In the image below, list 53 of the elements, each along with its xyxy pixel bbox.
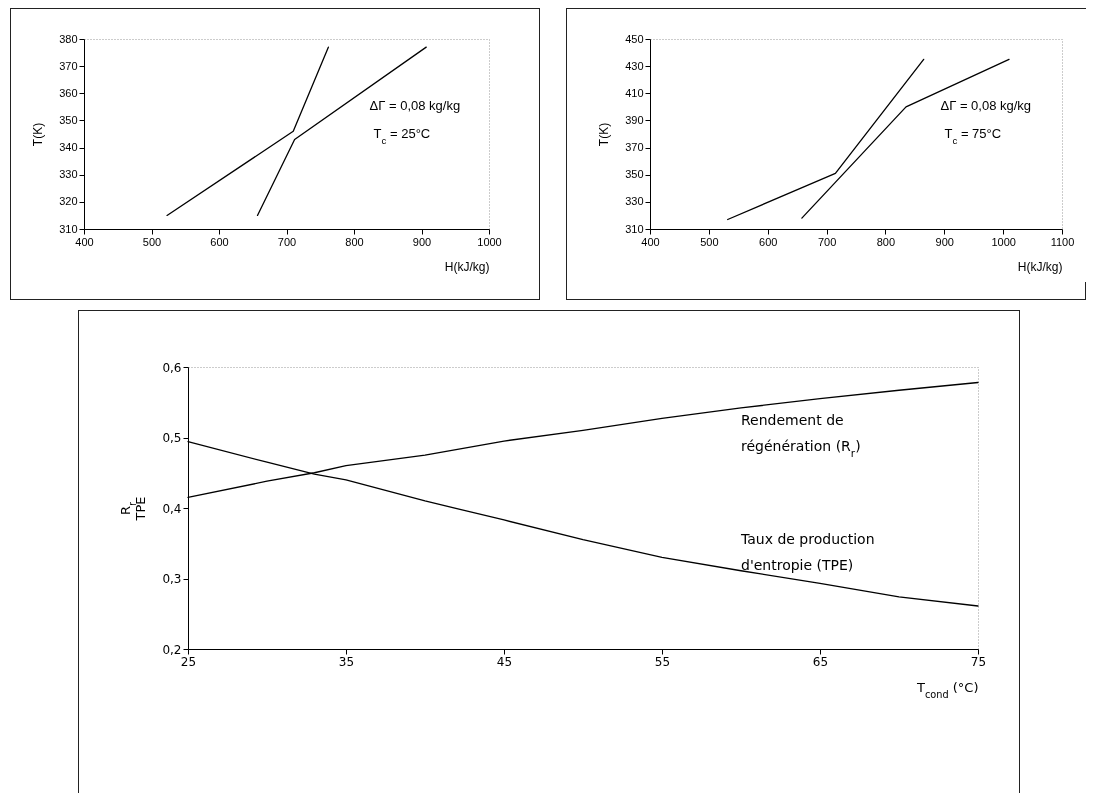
annotation: ΔΓ = 0,08 kg/kg [369, 97, 461, 113]
y-tick-label: 0,2 [162, 642, 182, 657]
y-tick-label: 320 [59, 195, 78, 208]
y-tick-label: 390 [625, 113, 644, 126]
x-tick-label: 900 [412, 235, 432, 248]
y-tick-label: 0,5 [162, 431, 182, 445]
y-tick-label: 350 [59, 113, 78, 126]
series-label: Taux de production d'entropie (TPE) [740, 530, 875, 573]
y-tick-label: 370 [59, 59, 78, 72]
y-tick-label: 330 [59, 168, 78, 181]
x-tick-label: 800 [345, 235, 364, 248]
x-tick-label: 55 [654, 654, 671, 669]
y-tick-label: 350 [625, 168, 644, 181]
y-tick-label: 0,6 [162, 360, 182, 375]
x-tick-label: 500 [700, 235, 719, 248]
x-axis-title: H(kJ/kg) [1017, 259, 1063, 274]
x-axis-title: T$_{cond}$ (°C) [915, 679, 979, 699]
y-tick-label: 310 [59, 222, 78, 235]
x-tick-label: 45 [496, 654, 513, 669]
y-axis-title: T(K) [31, 122, 46, 147]
x-tick-label: 800 [876, 235, 896, 248]
x-tick-label: 25 [180, 654, 197, 669]
x-tick-label: 1000 [991, 235, 1016, 248]
series-label: Rendement de régénération (R$_{r}$) [741, 411, 861, 459]
y-tick-label: 380 [59, 32, 78, 45]
y-tick-label: 430 [625, 59, 644, 72]
y-tick-label: 340 [59, 141, 78, 154]
y-tick-label: 0,3 [162, 572, 182, 586]
x-tick-label: 700 [817, 235, 837, 248]
y-tick-label: 330 [625, 195, 644, 208]
y-tick-label: 370 [625, 141, 644, 154]
x-tick-label: 400 [75, 235, 94, 248]
x-tick-label: 400 [641, 235, 660, 248]
annotation: T$_{c}$ = 75°C [944, 125, 1002, 145]
x-tick-label: 65 [812, 654, 829, 669]
y-tick-label: 310 [625, 222, 644, 235]
y-tick-label: 360 [59, 86, 78, 99]
x-tick-label: 1100 [1050, 235, 1075, 248]
y-tick-label: 0,4 [162, 501, 182, 516]
x-tick-label: 500 [142, 235, 162, 248]
x-tick-label: 75 [970, 654, 987, 669]
annotation: ΔΓ = 0,08 kg/kg [940, 97, 1032, 113]
y-tick-label: 450 [625, 32, 644, 45]
x-tick-label: 600 [759, 235, 778, 248]
x-axis-title: H(kJ/kg) [444, 259, 490, 274]
y-tick-label: 410 [625, 86, 644, 99]
y-axis-title: T(K) [597, 122, 612, 147]
annotation: T$_{c}$ = 25°C [373, 125, 431, 145]
x-tick-label: 1000 [477, 235, 502, 248]
x-tick-label: 600 [210, 235, 229, 248]
x-tick-label: 35 [338, 654, 355, 669]
x-tick-label: 700 [277, 235, 297, 248]
x-tick-label: 900 [935, 235, 954, 248]
